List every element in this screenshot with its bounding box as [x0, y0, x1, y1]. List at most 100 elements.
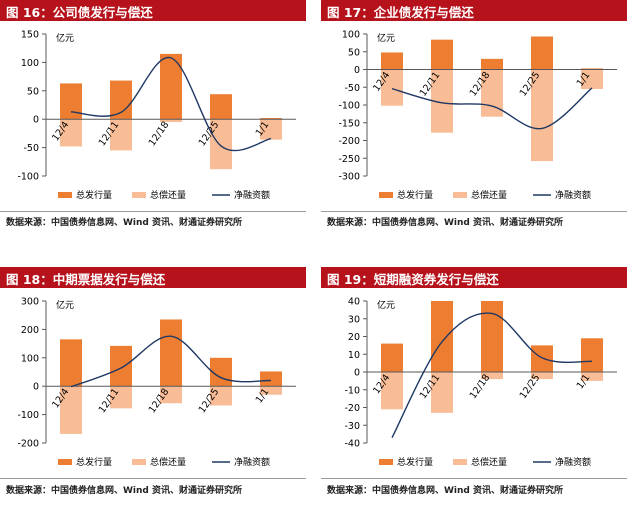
bar-repay: [381, 372, 403, 410]
bar-repay: [531, 69, 553, 162]
legend-label-net: 净融资额: [234, 456, 270, 468]
bar-issue: [581, 338, 603, 372]
y-tick-label: 20: [348, 332, 360, 343]
y-tick-label: 0: [33, 115, 39, 126]
y-tick-label: -40: [344, 439, 360, 450]
chart-panel-18: 图 18：中期票据发行与偿还 -200 -100 0 100 200 300 亿元 12/4 1…: [0, 267, 306, 507]
y-tick-label: 0: [354, 368, 360, 379]
y-tick-label: 100: [342, 30, 360, 41]
chart-panel-16: 图 16：公司债发行与偿还 -100 -50 0 50 100 150 亿元 12/4 12/1…: [0, 0, 306, 240]
y-tick-label: 0: [354, 65, 360, 76]
bar-issue: [381, 52, 403, 70]
source-note: 数据来源：中国债券信息网、Wind 资讯、财通证券研究所: [327, 486, 563, 496]
legend-label-issue: 总发行量: [397, 189, 433, 201]
chart-panel-19: 图 19：短期融资券发行与偿还 -40 -30 -20 -10 0 10 20 30 40 亿元 1…: [321, 267, 627, 507]
bar-repay: [260, 386, 282, 395]
y-tick-label: -300: [338, 172, 360, 183]
y-tick-label: -100: [338, 101, 360, 112]
bar-repay: [531, 372, 553, 380]
y-tick-label: 30: [348, 314, 360, 325]
y-tick-label: -200: [338, 136, 360, 147]
bar-issue: [210, 94, 232, 120]
source-note: 数据来源：中国债券信息网、Wind 资讯、财通证券研究所: [327, 218, 563, 228]
legend-label-issue: 总发行量: [397, 456, 433, 468]
y-tick-label: 100: [21, 353, 39, 364]
bar-issue: [581, 68, 603, 70]
bar-repay: [160, 386, 182, 404]
chart-title-bar: 图 16：公司债发行与偿还: [0, 0, 306, 21]
bar-issue: [431, 39, 453, 70]
bar-issue: [381, 343, 403, 372]
legend-label-net: 净融资额: [555, 456, 591, 468]
y-tick-label: -50: [344, 83, 360, 94]
divider: [321, 478, 627, 479]
chart-panel-17: 图 17：企业债发行与偿还 -300 -250 -200 -150 -100 -50 0 50…: [321, 0, 627, 240]
y-tick-label: 50: [27, 86, 39, 97]
bar-repay: [60, 119, 82, 147]
y-unit-label: 亿元: [377, 32, 395, 44]
bar-repay: [481, 372, 503, 380]
divider: [0, 478, 306, 479]
bar-issue: [481, 58, 503, 70]
legend-label-issue: 总发行量: [76, 189, 112, 201]
bar-issue: [481, 301, 503, 372]
legend-swatch-repay: [453, 459, 467, 465]
bar-issue: [60, 83, 82, 120]
bar-repay: [431, 372, 453, 413]
net-financing-line: [391, 87, 593, 130]
chart-title: 图 17：企业债发行与偿还: [327, 5, 474, 20]
x-tick-label: 12/18: [147, 120, 172, 149]
y-tick-label: -10: [344, 385, 360, 396]
y-unit-label: 亿元: [377, 299, 395, 311]
bar-repay: [160, 119, 182, 123]
y-tick-label: -50: [23, 143, 39, 154]
divider: [321, 211, 627, 212]
bar-issue: [110, 345, 132, 387]
chart-title: 图 19：短期融资券发行与偿还: [327, 272, 499, 287]
y-tick-label: -30: [344, 421, 360, 432]
bar-issue: [110, 80, 132, 120]
legend-label-issue: 总发行量: [76, 456, 112, 468]
y-unit-label: 亿元: [56, 32, 74, 44]
bar-issue: [260, 118, 282, 120]
bar-repay: [110, 119, 132, 151]
bar-repay: [60, 386, 82, 434]
y-tick-label: 50: [348, 47, 360, 58]
bar-issue: [160, 319, 182, 387]
net-financing-line: [391, 312, 593, 438]
bar-issue: [260, 371, 282, 387]
legend-swatch-issue: [58, 459, 72, 465]
bar-issue: [431, 301, 453, 372]
y-tick-label: -250: [338, 154, 360, 165]
y-tick-label: -100: [17, 172, 39, 183]
legend-label-repay: 总偿还量: [471, 456, 507, 468]
legend-label-net: 净融资额: [234, 189, 270, 201]
legend-swatch-repay: [453, 192, 467, 198]
y-tick-label: 100: [21, 58, 39, 69]
legend-swatch-issue: [379, 459, 393, 465]
divider: [0, 211, 306, 212]
bar-issue: [531, 36, 553, 70]
chart-title-bar: 图 17：企业债发行与偿还: [321, 0, 627, 21]
bar-repay: [381, 69, 403, 106]
net-financing-line: [70, 335, 272, 388]
y-unit-label: 亿元: [56, 299, 74, 311]
legend-label-net: 净融资额: [555, 189, 591, 201]
bar-issue: [531, 345, 553, 372]
legend-swatch-issue: [58, 192, 72, 198]
bar-repay: [110, 386, 132, 409]
chart-title-bar: 图 19：短期融资券发行与偿还: [321, 267, 627, 288]
bar-repay: [581, 69, 603, 90]
bar-issue: [160, 53, 182, 120]
legend-swatch-repay: [132, 459, 146, 465]
y-tick-label: -150: [338, 118, 360, 129]
y-tick-label: -200: [17, 439, 39, 450]
y-tick-label: 10: [348, 350, 360, 361]
y-tick-label: 200: [21, 325, 39, 336]
bar-repay: [431, 69, 453, 133]
y-tick-label: -20: [344, 403, 360, 414]
y-tick-label: -100: [17, 410, 39, 421]
